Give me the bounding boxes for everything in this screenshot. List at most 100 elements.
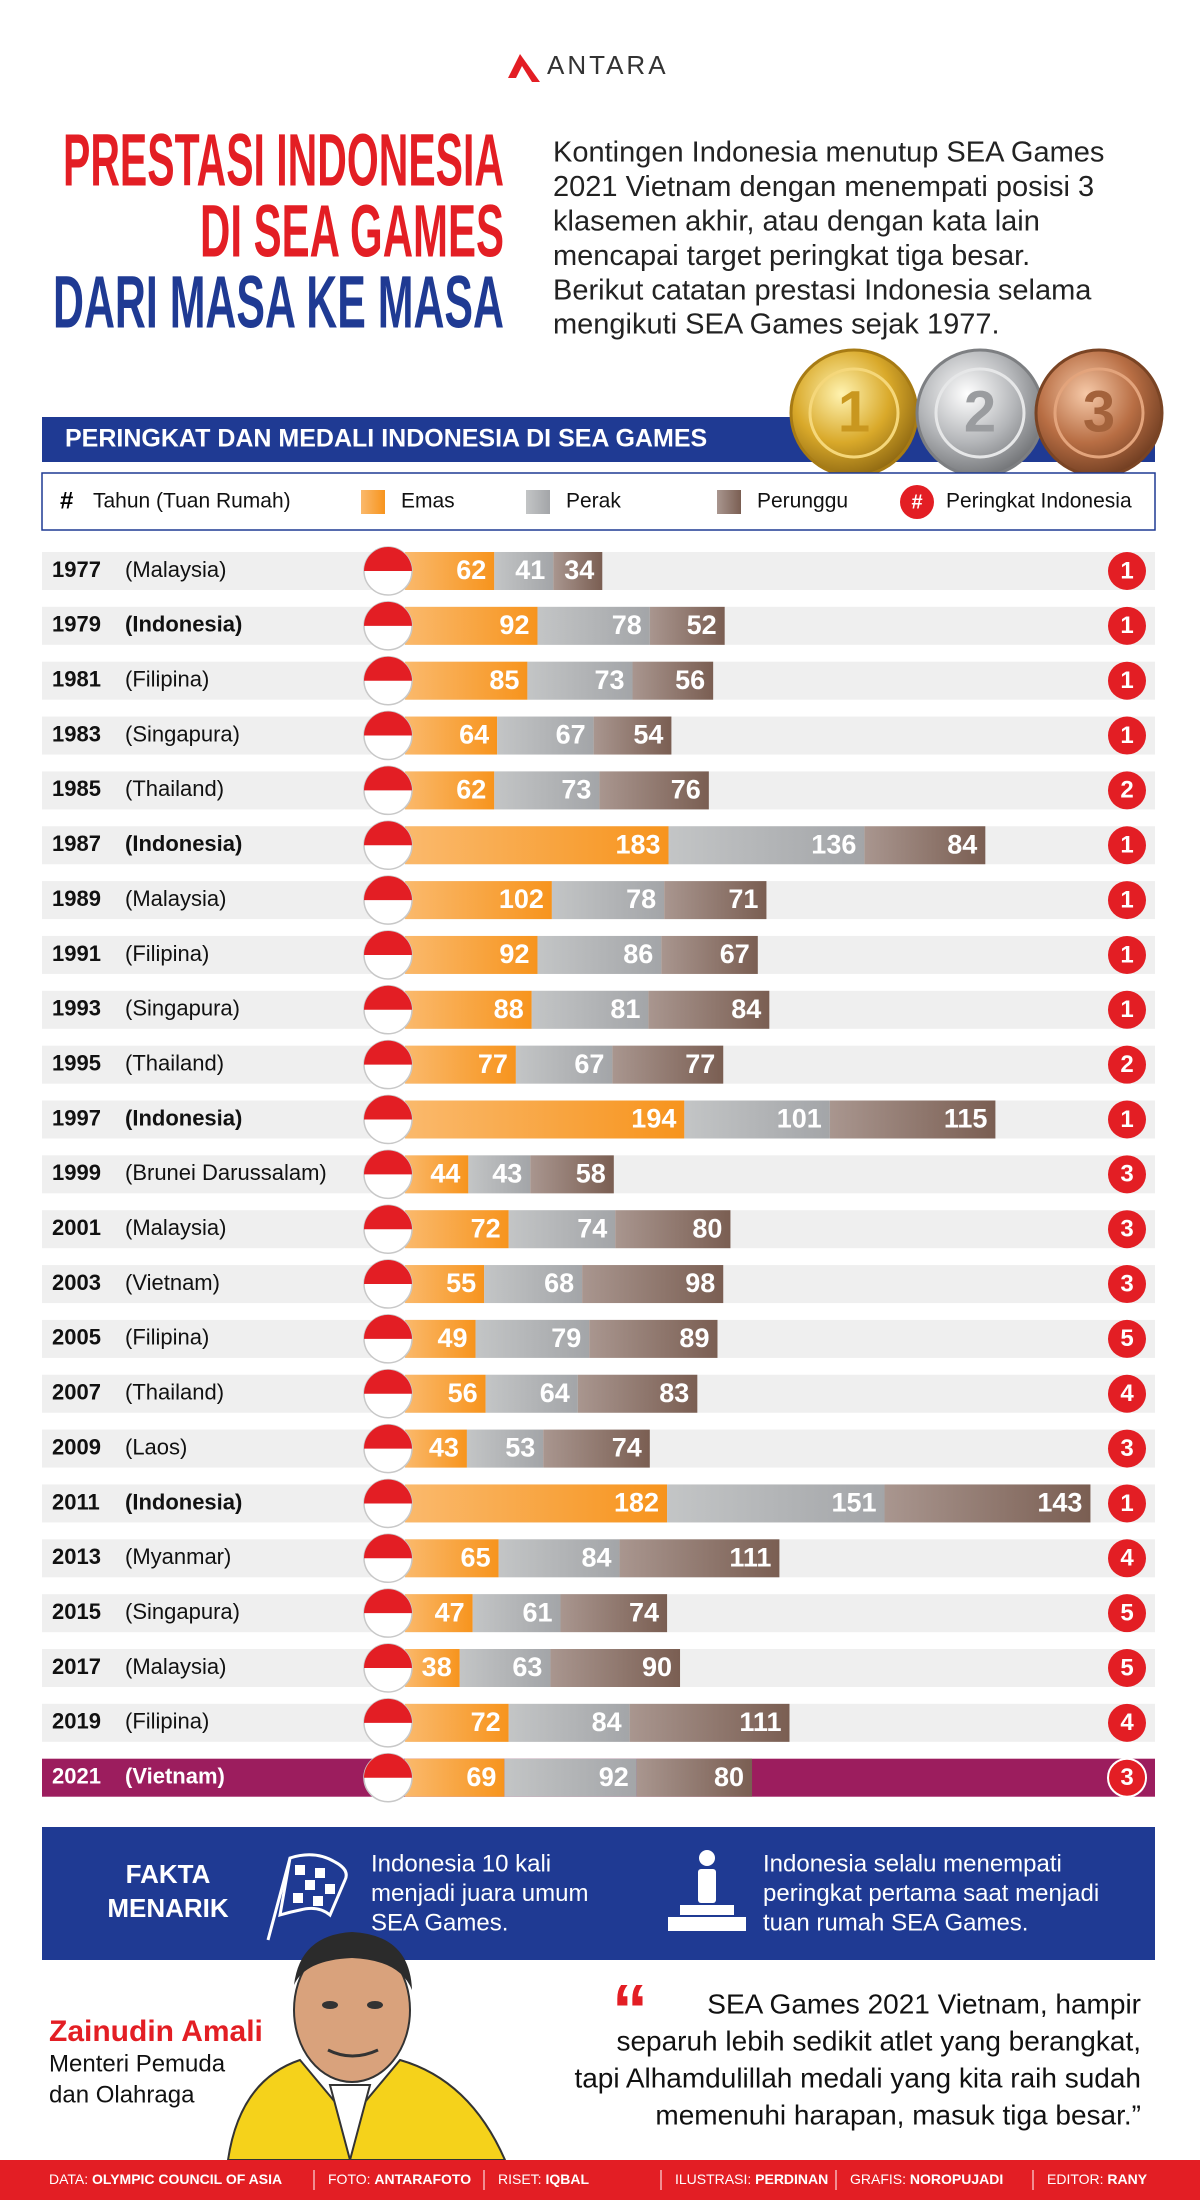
- rank-label: 1: [1120, 1490, 1133, 1517]
- medal-ring: [934, 367, 1026, 459]
- rank-label: 5: [1120, 1325, 1133, 1352]
- chart-row: 1987 (Indonesia) 183 136 84 1: [42, 820, 1155, 870]
- bar-segment: [661, 935, 758, 974]
- chart-title: PERINGKAT DAN MEDALI INDONESIA DI SEA GA…: [65, 425, 707, 453]
- bar-value-label: 64: [459, 720, 489, 750]
- bar-segment: [405, 552, 495, 590]
- bar-segment: [648, 990, 770, 1029]
- podium-icon: [668, 1850, 746, 1931]
- legend-marker: #: [60, 487, 73, 514]
- bar-value-label: 98: [685, 1268, 715, 1298]
- bar-value-label: 68: [544, 1268, 574, 1298]
- credit-label: EDITOR:: [1047, 2171, 1107, 2187]
- bar-value-label: 54: [633, 720, 663, 750]
- medal-number: 1: [838, 379, 870, 444]
- bar-segment: [543, 1429, 650, 1468]
- fact-line: peringkat pertama saat menjadi: [763, 1880, 1099, 1907]
- quote-line: separuh lebih sedikit atlet yang berangk…: [616, 2025, 1141, 2056]
- flag-red: [364, 1040, 412, 1065]
- quote-mark: “: [612, 1971, 648, 2051]
- flag-red: [364, 1424, 412, 1449]
- credit-value: RANY: [1107, 2171, 1147, 2187]
- rank-badge: [1108, 1319, 1146, 1358]
- bar-segment: [582, 1265, 724, 1304]
- bar-segment: [405, 661, 528, 700]
- bar-value-label: 83: [659, 1378, 689, 1408]
- year-label: 2013: [52, 1544, 101, 1569]
- credit-label: ILUSTRASI:: [675, 2171, 755, 2187]
- bar-value-label: 194: [631, 1104, 676, 1134]
- bar-value-label: 67: [556, 720, 586, 750]
- bar-value-label: 41: [515, 555, 545, 585]
- chart-row: 1995 (Thailand) 77 67 77 2: [42, 1039, 1155, 1090]
- bar-segment: [551, 881, 665, 920]
- year-label: 2001: [52, 1215, 101, 1240]
- bar-value-label: 63: [512, 1652, 542, 1682]
- rank-label: 4: [1120, 1380, 1134, 1407]
- host-label: (Singapura): [125, 996, 240, 1021]
- bar-segment: [405, 1703, 509, 1742]
- credit: DATA: OLYMPIC COUNCIL OF ASIA: [49, 2171, 282, 2187]
- rank-badge: [1108, 606, 1146, 645]
- bar-value-label: 72: [471, 1707, 501, 1737]
- bar-segment: [405, 1045, 516, 1084]
- bar-segment: [527, 661, 633, 700]
- bar-value-label: 86: [623, 939, 653, 969]
- bar-value-label: 79: [551, 1323, 581, 1353]
- medal-ring: [1053, 367, 1145, 459]
- intro-line: klasemen akhir, atau dengan kata lain: [553, 205, 1040, 237]
- bar-value-label: 61: [522, 1597, 552, 1627]
- quote-line: memenuhi harapan, masuk tiga besar.”: [655, 2099, 1141, 2130]
- chart-row: 2011 (Indonesia) 182 151 143 1: [42, 1478, 1155, 1529]
- credit: EDITOR: RANY: [1047, 2171, 1148, 2187]
- bar-segment: [405, 1319, 476, 1358]
- bar-segment: [829, 1100, 996, 1139]
- rank-badge: [1108, 881, 1146, 920]
- chart-row: 1979 (Indonesia) 92 78 52 1: [42, 601, 1155, 651]
- bar-segment: [632, 661, 714, 700]
- rank-label: 1: [1120, 1106, 1133, 1133]
- rank-badge: [1108, 1703, 1146, 1742]
- bar-segment: [405, 716, 498, 755]
- flag-red: [364, 601, 412, 626]
- bar-value-label: 111: [739, 1707, 781, 1737]
- legend-label: Peringkat Indonesia: [946, 490, 1132, 513]
- bar-segment: [405, 1265, 485, 1304]
- footer-bar: [0, 2160, 1200, 2200]
- year-label: 1995: [52, 1050, 101, 1075]
- host-label: (Malaysia): [125, 1215, 226, 1240]
- bar-segment: [405, 1155, 469, 1194]
- bar-value-label: 88: [494, 994, 524, 1024]
- bar-value-label: 78: [612, 610, 642, 640]
- bar-value-label: 65: [461, 1542, 491, 1572]
- credit-value: PERDINAN: [755, 2171, 828, 2187]
- bar-segment: [560, 1594, 668, 1633]
- year-label: 1989: [52, 886, 101, 911]
- bar-segment: [405, 1649, 460, 1687]
- year-label: 2021: [52, 1764, 101, 1789]
- bar-segment: [504, 1758, 637, 1797]
- chart-row: 1991 (Filipina) 92 86 67 1: [42, 930, 1155, 980]
- flag-red: [364, 1150, 412, 1175]
- bar-value-label: 62: [456, 555, 486, 585]
- bar-value-label: 151: [831, 1488, 876, 1518]
- bar-value-label: 72: [471, 1213, 501, 1243]
- bar-value-label: 77: [685, 1049, 715, 1079]
- rank-badge: [1108, 1539, 1146, 1578]
- host-label: (Indonesia): [125, 1489, 242, 1514]
- speaker-name: Zainudin Amali: [49, 2015, 263, 2048]
- flag-icon: [266, 1853, 348, 1941]
- bar-segment: [884, 1484, 1091, 1523]
- flag-red: [364, 821, 412, 846]
- facts-title: FAKTA: [126, 1859, 211, 1889]
- bar-value-label: 84: [731, 994, 761, 1024]
- credit-value: ANTARAFOTO: [374, 2171, 471, 2187]
- bar-segment: [472, 1594, 561, 1633]
- rank-badge: [1108, 1100, 1146, 1139]
- bar-segment: [664, 881, 767, 920]
- host-label: (Malaysia): [125, 886, 226, 911]
- rank-label: 1: [1120, 667, 1133, 694]
- bar-segment: [405, 1539, 499, 1578]
